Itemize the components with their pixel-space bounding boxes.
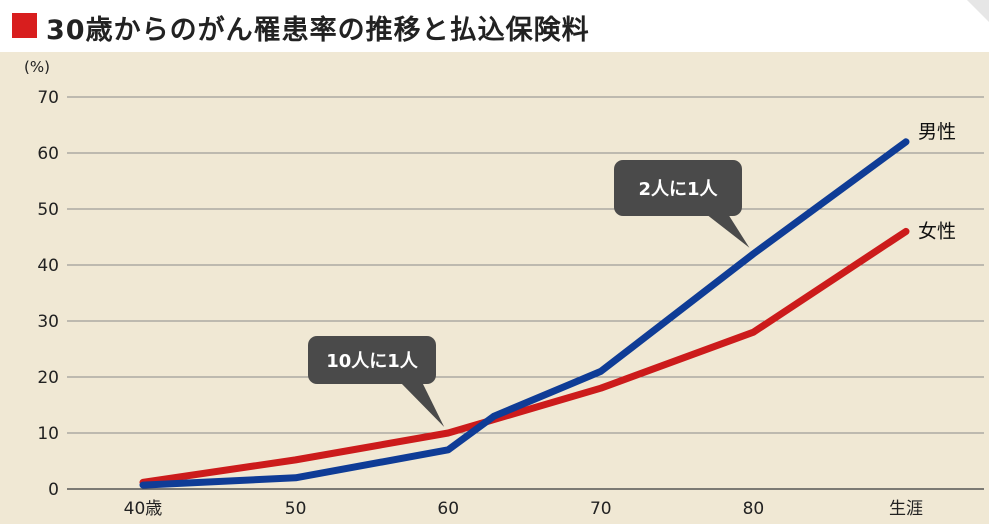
x-tick-label: 50: [285, 499, 307, 519]
callout-text: 2人に1人: [638, 179, 718, 200]
series-line-female: [139, 227, 910, 486]
y-tick-label: 10: [37, 424, 59, 444]
title-marker: [12, 13, 37, 38]
x-tick-label: 生涯: [889, 499, 923, 519]
x-tick-label: 80: [743, 499, 765, 519]
page-corner-fold: [967, 0, 989, 22]
title-row: 30歳からのがん罹患率の推移と払込保険料: [0, 0, 989, 52]
series-layer: [139, 138, 910, 489]
callout-layer: 10人に1人 2人に1人: [308, 160, 750, 427]
y-tick-label: 0: [48, 480, 59, 500]
callout-box: [614, 160, 742, 216]
chart-title: 30歳からのがん罹患率の推移と払込保険料: [46, 15, 590, 46]
series-label-male: 男性: [918, 121, 956, 143]
series-line-male: [139, 138, 910, 489]
x-tick-label: 70: [590, 499, 612, 519]
callout-tail: [400, 382, 445, 427]
y-tick-label: 20: [37, 368, 59, 388]
callout-tail: [706, 214, 750, 248]
y-tick-label: 50: [37, 200, 59, 220]
x-tick-label: 60: [437, 499, 459, 519]
callout: 10人に1人: [308, 336, 445, 427]
x-tick-label: 40歳: [124, 499, 163, 519]
callout-box: [308, 336, 436, 384]
y-tick-label: 70: [37, 88, 59, 108]
y-tick-label: 40: [37, 256, 59, 276]
y-axis-ticks: 0 10 20 30 40 50 60 70: [37, 88, 59, 500]
y-tick-label: 30: [37, 312, 59, 332]
grid-layer: [67, 96, 984, 490]
callout-text: 10人に1人: [326, 351, 419, 372]
x-axis-ticks: 40歳 50 60 70 80 生涯: [124, 499, 923, 519]
y-tick-label: 60: [37, 144, 59, 164]
y-axis-unit-label: (%): [24, 58, 50, 76]
callout: 2人に1人: [614, 160, 750, 248]
series-label-female: 女性: [918, 220, 956, 242]
